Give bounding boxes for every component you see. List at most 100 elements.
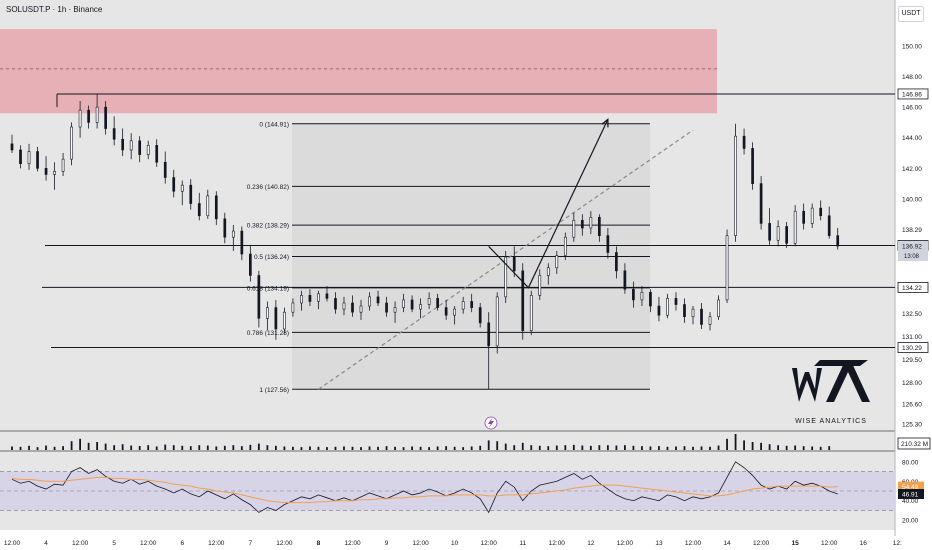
candle-down [19,149,22,165]
price-axis-tick: 138.29 [902,227,922,234]
time-axis-label: 7 [249,540,253,547]
volume-bar [734,434,737,450]
candle-down [768,223,771,241]
currency-button[interactable]: USDT [898,6,924,22]
candle-up [27,151,31,165]
fibonacci-level-label: 0.382 (138.29) [247,223,289,230]
candle-down [189,184,193,204]
candle-up [61,158,65,172]
time-axis-label: 12: [893,540,902,547]
volume-bar [292,446,294,450]
time-axis-label: 12:00 [685,540,702,547]
volume-bar [802,446,805,450]
candle-up [231,230,235,238]
volume-bar [326,447,328,450]
volume-bar [785,445,788,450]
volume-bar [394,446,396,450]
candle-down [802,210,806,224]
candle-down [351,302,354,313]
volume-bar [453,446,456,450]
candle-up [342,302,346,310]
volume-bar [700,446,703,450]
volume-bar [462,447,465,450]
volume-bar [334,446,337,450]
candle-down [759,183,763,224]
volume-bar [70,441,73,450]
volume-bar [402,447,405,450]
time-axis-label: 12 [587,540,595,547]
candle-up [129,140,133,151]
logo-bar [814,360,868,366]
time-axis-label: 6 [180,540,184,547]
volume-bar [658,446,660,450]
time-axis-label: 12:00 [821,540,838,547]
time-axis-label: 4 [44,540,48,547]
candle-up [266,307,269,319]
volume-bar [683,446,686,450]
candle-down [334,298,337,310]
volume-bar [717,445,720,450]
candle-down [172,177,176,192]
rsi-ma-line [11,476,838,504]
time-axis-label: 12:00 [412,540,429,547]
candle-down [683,304,686,318]
candle-up [291,302,295,313]
candle-up [589,216,593,229]
time-axis-label: 12:00 [617,540,634,547]
current-price-box [898,241,928,262]
price-axis-tick: 140.00 [902,196,922,203]
time-axis-label: 12:00 [4,540,21,547]
candle-down [751,148,754,184]
volume-bar [240,446,243,450]
volume-bar [368,446,371,450]
volume-bar [436,446,439,450]
logo-text: WISE ANALYTICS [795,418,867,425]
volume-bar [794,445,797,450]
volume-bar [819,446,822,450]
time-axis-label: 15 [792,540,800,547]
time-axis-label: 9 [385,540,389,547]
candle-up [368,296,371,307]
volume-bar [189,446,192,450]
volume-bar [11,446,13,450]
candle-down [121,138,125,151]
volume-bar [589,445,592,450]
candle-down [487,322,491,347]
candle-down [674,298,678,305]
volume-bar [649,446,652,450]
candle-down [623,270,627,290]
candle-up [78,109,82,128]
volume-bar [232,445,235,450]
candle-up [317,293,320,302]
volume-bar [87,442,90,450]
volume-bar [360,447,362,450]
volume-bar [223,445,226,450]
volume-bar [121,444,124,450]
rsi-axis-tick: 40.00 [902,498,919,505]
candle-down [819,207,823,217]
time-axis-label: 12:00 [481,540,498,547]
candle-down [580,220,584,229]
price-axis-tick: 144.00 [902,135,922,142]
candle-down [521,270,525,331]
candle-up [146,145,150,155]
time-axis-label: 12:00 [140,540,157,547]
candle-down [742,135,746,149]
volume-bar [351,446,354,450]
candle-up [427,298,431,305]
price-axis-tick: 142.00 [902,166,922,173]
volume-bar [96,442,99,450]
price-axis-tick: 125.30 [902,421,922,428]
volume-bar [79,438,81,450]
rsi-value-box [898,489,924,500]
logo-w [792,368,822,402]
candle-down [257,275,261,319]
candle-down [700,308,703,325]
time-axis-label: 12:00 [276,540,293,547]
price-axis-tick: 126.60 [902,401,922,408]
volume-bar [555,445,558,450]
rsi-ma-value: 54.49 [902,484,919,491]
volume-bar [300,447,303,450]
